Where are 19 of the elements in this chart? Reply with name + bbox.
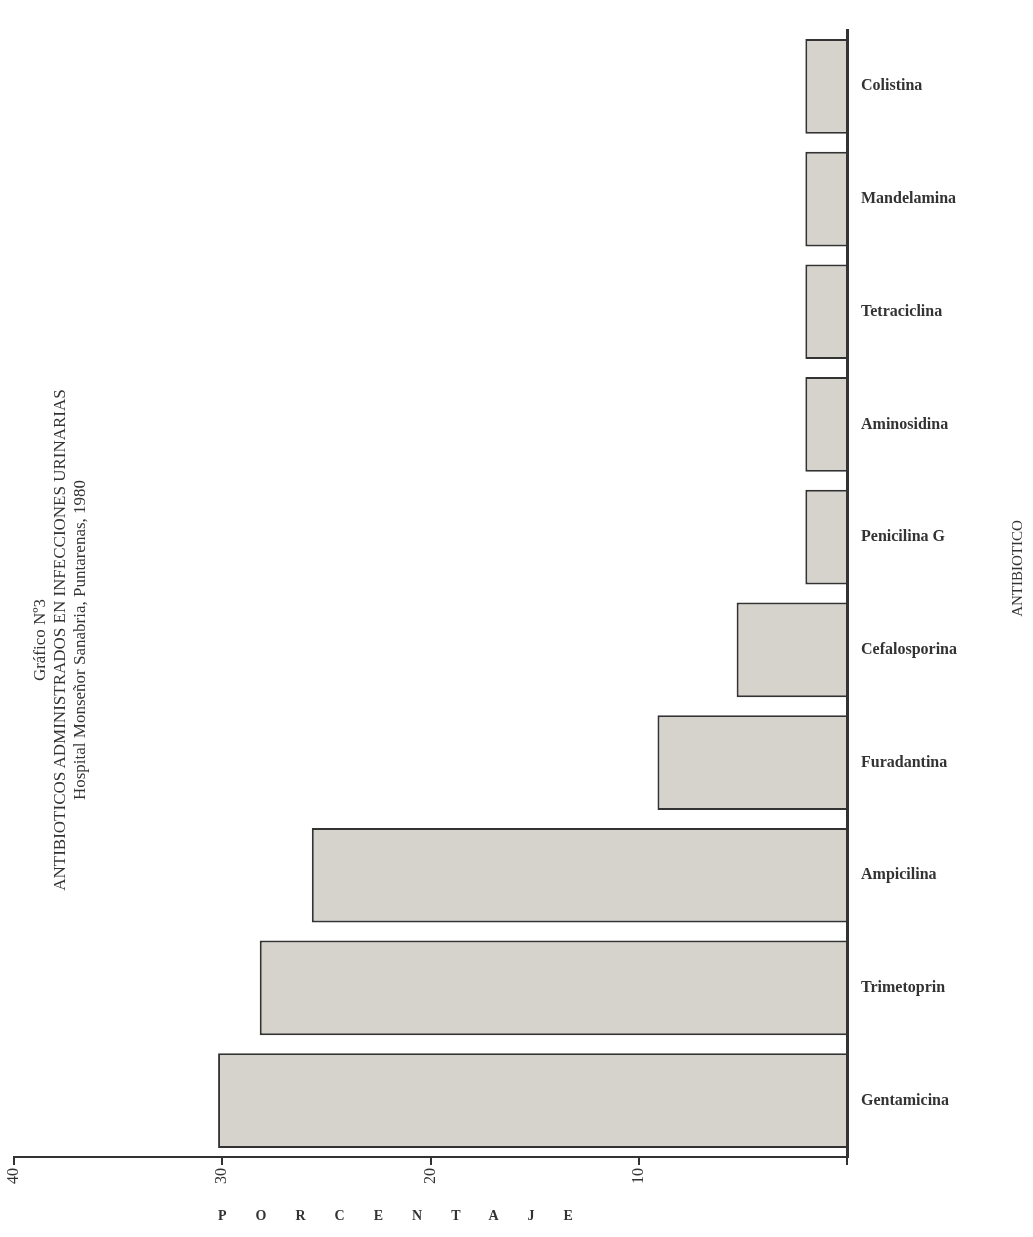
y-tick-label: Gentamicina [861, 1090, 949, 1108]
x-tick-label: 40 [4, 1168, 22, 1184]
x-axis-title: PORCENTAJE [217, 1208, 603, 1224]
y-tick-label: Colistina [861, 76, 923, 94]
y-tick-label: Tetraciclina [861, 301, 943, 319]
y-tick-label: Ampicilina [861, 865, 937, 884]
y-tick-label: Furadantina [861, 752, 948, 770]
x-tick-label: 30 [212, 1168, 230, 1184]
y-tick-label: Penicilina G [861, 527, 946, 545]
y-axis-title: ANTIBIOTICO [1008, 519, 1026, 619]
annotation: Hospital Monseñor Sanabria, Puntarenas, 1980 [70, 478, 90, 803]
y-tick-label: Mandelamina [861, 189, 957, 207]
y-tick-label: Cefalosporina [861, 639, 957, 658]
text: Gráfico Nº3 [30, 597, 50, 684]
x-tick-label: 10 [628, 1168, 646, 1184]
y-tick-label: Trimetoprin [861, 978, 946, 997]
y-tick-label: Aminosidina [861, 414, 949, 432]
x-tick-label: 20 [420, 1168, 438, 1184]
text: ANTIBIOTICOS ADMINISTRADOS EN INFECCIONES URINARIAS [50, 388, 70, 893]
